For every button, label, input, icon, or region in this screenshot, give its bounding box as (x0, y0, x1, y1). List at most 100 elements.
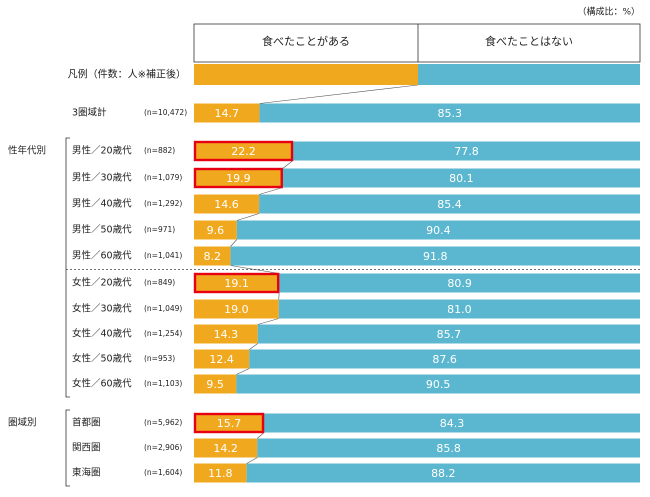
bar-series-1 (194, 194, 260, 214)
row-n-label: (n=1,292) (144, 199, 182, 208)
group-label: 圏域別 (8, 417, 37, 429)
bar-series-1 (194, 463, 247, 483)
data-label-series-1: 14.3 (214, 328, 239, 341)
data-label-series-2: 90.4 (426, 224, 451, 237)
row-n-label: (n=1,049) (144, 304, 182, 313)
data-label-series-1: 19.1 (224, 277, 249, 290)
bar-series-2 (257, 438, 640, 458)
data-label-series-2: 80.9 (447, 277, 472, 290)
legend-caption: 凡例（件数：人※補正後） (68, 68, 186, 81)
connector-line (257, 432, 265, 439)
row-label: 男性／60歳代 (72, 250, 132, 262)
row-label: 東海圏 (72, 467, 101, 479)
row-n-label: (n=849) (144, 278, 175, 287)
bar-series-2 (236, 374, 640, 394)
data-label-series-1: 12.4 (209, 353, 234, 366)
unit-note: （構成比：%） (577, 6, 640, 18)
legend-swatch-series-2 (418, 64, 640, 85)
highlight-box (193, 167, 283, 189)
row-n-label: (n=5,962) (144, 418, 182, 427)
bar-series-2 (279, 273, 640, 293)
highlight-box (193, 412, 265, 434)
bar-series-2 (259, 194, 640, 214)
row-label: 男性／20歳代 (72, 145, 132, 157)
group-label: 性年代別 (8, 145, 46, 157)
data-label-series-1: 8.2 (204, 250, 222, 263)
legend-header-box (193, 23, 641, 63)
data-label-series-2: 84.3 (440, 417, 465, 430)
data-label-series-1: 14.2 (213, 442, 238, 455)
data-label-series-1: 19.0 (224, 303, 249, 316)
bar-series-1 (194, 103, 260, 123)
data-label-series-2: 81.0 (447, 303, 472, 316)
chart-frame (65, 23, 641, 487)
bar-series-2 (236, 220, 641, 240)
data-label-series-1: 22.2 (231, 145, 256, 158)
row-n-label: (n=971) (144, 225, 175, 234)
row-n-label: (n=882) (144, 146, 175, 155)
data-label-series-1: 14.6 (214, 198, 239, 211)
row-n-label: (n=1,103) (144, 379, 182, 388)
bar-series-2 (282, 168, 640, 188)
connector-line (246, 457, 258, 464)
data-label-series-1: 14.7 (215, 107, 240, 120)
row-n-label: (n=953) (144, 354, 175, 363)
data-label-series-1: 19.9 (226, 172, 251, 185)
bar-series-1 (194, 299, 279, 319)
data-label-series-1: 11.8 (208, 467, 233, 480)
row-n-label: (n=1,041) (144, 251, 182, 260)
legend-label-series-2: 食べたことはない (485, 34, 573, 48)
data-label-series-2: 85.4 (437, 198, 462, 211)
row-label: 首都圏 (72, 417, 101, 429)
bar-series-2 (257, 324, 640, 344)
bar-series-2 (259, 103, 640, 123)
connector-line (249, 343, 258, 350)
bar-series-1 (194, 246, 231, 266)
bar-series-1 (194, 413, 265, 433)
row-label: 男性／30歳代 (72, 172, 132, 184)
row-label: 3圏域計 (72, 107, 107, 119)
bar-series-2 (249, 349, 640, 369)
data-label-series-2: 85.3 (438, 107, 463, 120)
bar-series-2 (230, 246, 640, 266)
row-label: 女性／60歳代 (72, 378, 132, 390)
highlight-box (193, 272, 280, 294)
data-label-series-2: 77.8 (454, 145, 479, 158)
bar-series-1 (194, 438, 258, 458)
data-label-series-2: 85.8 (436, 442, 461, 455)
legend-label-series-1: 食べたことがある (262, 34, 350, 48)
row-n-label: (n=2,906) (144, 443, 182, 452)
connector-line (259, 187, 283, 195)
row-label: 女性／40歳代 (72, 328, 132, 340)
bar-series-1 (194, 349, 250, 369)
connector-line (259, 84, 419, 104)
bar-series-1 (194, 141, 294, 161)
data-label-series-1: 9.5 (206, 378, 224, 391)
data-label-series-2: 88.2 (431, 467, 456, 480)
data-label-series-2: 80.1 (449, 172, 474, 185)
row-label: 男性／40歳代 (72, 198, 132, 210)
row-label: 男性／50歳代 (72, 224, 132, 236)
row-n-label: (n=1,079) (144, 173, 182, 182)
row-n-label: (n=1,604) (144, 468, 182, 477)
row-label: 女性／50歳代 (72, 353, 132, 365)
connector-line (236, 213, 260, 221)
highlight-box (193, 140, 294, 162)
bar-series-1 (194, 273, 280, 293)
row-n-label: (n=10,472) (144, 108, 187, 117)
connector-line (230, 239, 238, 247)
connector-line (236, 368, 250, 375)
group-bracket (65, 137, 70, 398)
group-bracket (65, 409, 70, 487)
bar-series-1 (194, 168, 283, 188)
bar-series-2 (293, 141, 640, 161)
data-label-series-1: 9.6 (207, 224, 225, 237)
row-label: 関西圏 (72, 443, 101, 454)
connector-line (282, 160, 294, 169)
bar-series-2 (264, 413, 640, 433)
bar-series-1 (194, 220, 237, 240)
legend-swatch-series-1 (194, 64, 418, 85)
data-label-series-2: 87.6 (432, 353, 457, 366)
